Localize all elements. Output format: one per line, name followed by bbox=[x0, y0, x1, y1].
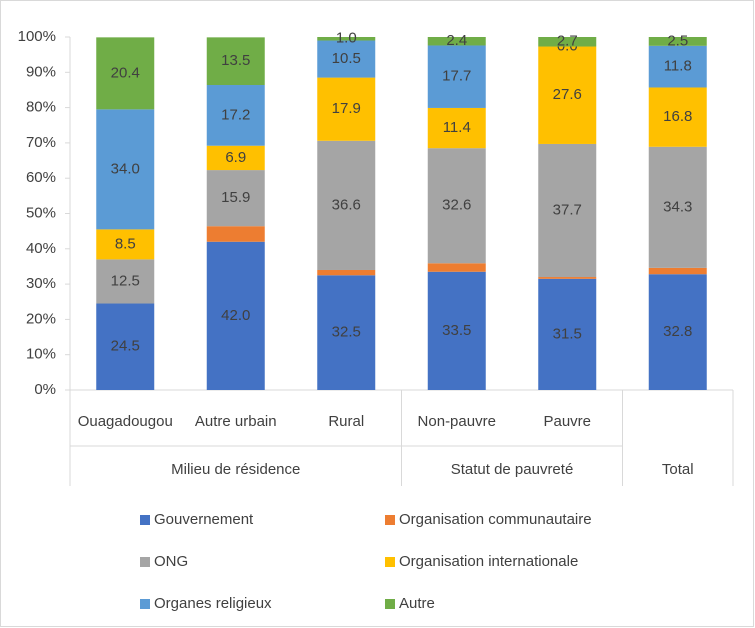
bar-segment bbox=[206, 226, 265, 242]
data-label: 10.5 bbox=[332, 50, 361, 67]
bar-segment bbox=[206, 170, 265, 227]
data-label: 34.3 bbox=[663, 198, 692, 215]
bar-segment bbox=[538, 143, 597, 278]
legend-label: ONG bbox=[154, 553, 188, 570]
legend-swatch bbox=[140, 557, 150, 567]
y-tick-label: 50% bbox=[26, 204, 56, 221]
bar-segment bbox=[96, 303, 155, 390]
bar-segment bbox=[538, 277, 597, 279]
y-tick-label: 30% bbox=[26, 275, 56, 292]
data-label: 42.0 bbox=[221, 307, 250, 324]
y-tick-label: 60% bbox=[26, 169, 56, 186]
bar-segment bbox=[206, 145, 265, 171]
data-label: 36.6 bbox=[332, 196, 361, 213]
data-label: 32.5 bbox=[332, 324, 361, 341]
bar-segment bbox=[96, 229, 155, 260]
y-tick-label: 20% bbox=[26, 310, 56, 327]
legend-label: Organisation internationale bbox=[399, 553, 578, 570]
legend-swatch bbox=[140, 515, 150, 525]
x-tick-label: Rural bbox=[328, 413, 364, 430]
bar-segment bbox=[427, 271, 486, 390]
bar-segment bbox=[317, 269, 376, 276]
bar-segment bbox=[206, 37, 265, 86]
legend-swatch bbox=[385, 515, 395, 525]
legend-swatch bbox=[140, 599, 150, 609]
bar-segment bbox=[648, 146, 707, 268]
bar-segment bbox=[427, 148, 486, 264]
data-label: 6.9 bbox=[225, 149, 246, 166]
x-tick-label: Pauvre bbox=[543, 413, 591, 430]
bar-segment bbox=[317, 40, 376, 78]
bar-segment bbox=[206, 241, 265, 390]
data-label: 24.5 bbox=[111, 338, 140, 355]
data-label: 16.8 bbox=[663, 108, 692, 125]
bar-segment bbox=[648, 87, 707, 147]
bar-segment bbox=[317, 140, 376, 270]
data-label: 20.4 bbox=[111, 64, 140, 81]
bar-segment bbox=[427, 45, 486, 108]
y-tick-label: 40% bbox=[26, 240, 56, 257]
y-tick-label: 100% bbox=[18, 28, 56, 45]
data-label: 11.4 bbox=[443, 119, 471, 136]
y-tick-label: 80% bbox=[26, 99, 56, 116]
bar-segment bbox=[538, 278, 597, 390]
bar-segment bbox=[96, 109, 155, 230]
group-label: Statut de pauvreté bbox=[451, 461, 574, 478]
x-tick-label: Autre urbain bbox=[195, 413, 277, 430]
bar-segment bbox=[96, 259, 155, 304]
y-tick-label: 70% bbox=[26, 134, 56, 151]
bar-segment bbox=[427, 37, 486, 46]
y-tick-label: 0% bbox=[34, 381, 56, 398]
data-label: 8.5 bbox=[115, 235, 136, 252]
data-label: 32.8 bbox=[663, 323, 692, 340]
bar-segment bbox=[206, 85, 265, 146]
data-label: 2.7 bbox=[557, 33, 578, 50]
data-label: 12.5 bbox=[111, 272, 140, 289]
y-tick-label: 90% bbox=[26, 63, 56, 80]
legend-swatch bbox=[385, 599, 395, 609]
y-tick-label: 10% bbox=[26, 346, 56, 363]
legend-label: Gouvernement bbox=[154, 511, 254, 528]
data-label: 2.4 bbox=[446, 32, 467, 49]
data-label: 33.5 bbox=[442, 322, 471, 339]
bar-segment bbox=[96, 37, 155, 110]
x-tick-label: Ouagadougou bbox=[78, 413, 173, 430]
bar-segment bbox=[427, 263, 486, 272]
group-label: Total bbox=[662, 461, 694, 478]
data-label: 32.6 bbox=[442, 197, 471, 214]
data-label: 34.0 bbox=[111, 160, 140, 177]
data-label: 15.9 bbox=[221, 189, 250, 206]
bar-segment bbox=[427, 107, 486, 149]
data-label: 17.2 bbox=[221, 106, 250, 123]
data-label: 13.5 bbox=[221, 52, 250, 69]
data-label: 37.7 bbox=[553, 201, 582, 218]
legend-swatch bbox=[385, 557, 395, 567]
data-label: 17.9 bbox=[332, 100, 361, 117]
data-label: 1.0 bbox=[336, 30, 357, 47]
bar-segment bbox=[648, 267, 707, 275]
bar-segment bbox=[317, 275, 376, 390]
legend-label: Autre bbox=[399, 595, 435, 612]
bar-segment bbox=[648, 37, 707, 46]
bar-segment bbox=[648, 45, 707, 88]
data-label: 17.7 bbox=[442, 68, 471, 85]
data-label: 11.8 bbox=[664, 58, 692, 75]
x-tick-label: Non-pauvre bbox=[418, 413, 496, 430]
group-label: Milieu de résidence bbox=[171, 461, 300, 478]
data-label: 2.5 bbox=[667, 32, 688, 49]
bar-segment bbox=[538, 37, 597, 47]
bar-segment bbox=[317, 37, 376, 41]
legend-label: Organisation communautaire bbox=[399, 511, 592, 528]
bar-segment bbox=[648, 274, 707, 390]
data-label: 31.5 bbox=[553, 325, 582, 342]
bar-segment bbox=[317, 77, 376, 141]
bar-segment bbox=[538, 46, 597, 144]
data-label: 27.6 bbox=[553, 86, 582, 103]
legend-label: Organes religieux bbox=[154, 595, 272, 612]
